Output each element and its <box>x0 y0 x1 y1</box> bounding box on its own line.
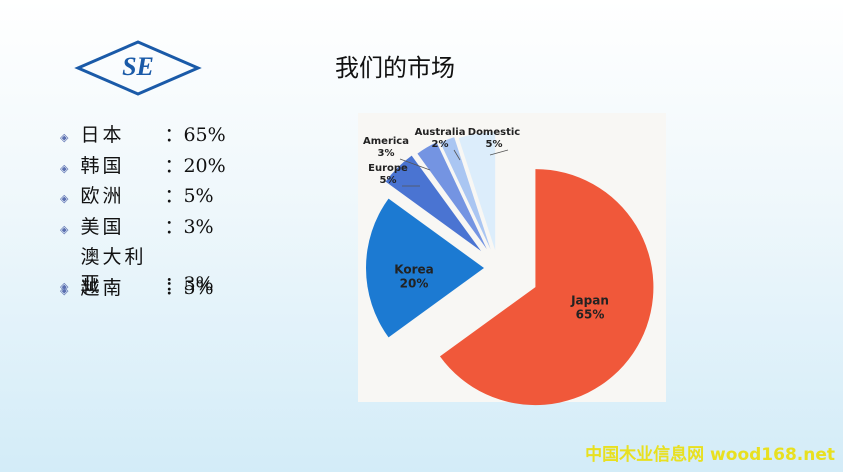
leader-line <box>399 158 431 171</box>
bullet: ◈ 澳大利亚 ：3% <box>60 242 214 296</box>
bullet-name: 澳大利亚 <box>80 246 147 295</box>
bullet-name: 美国 <box>80 215 125 238</box>
slice-value-label: 20% <box>400 277 429 291</box>
pie-slice <box>439 169 654 406</box>
pie-slice <box>366 198 484 338</box>
bullet-name: 韩国 <box>80 154 125 177</box>
slice-label: Europe <box>368 163 408 174</box>
bullet: ◈ 越南 ：5% <box>60 273 214 300</box>
bullet-name: 日本 <box>80 124 125 146</box>
slice-value-label: 5% <box>486 139 503 150</box>
pie-slice <box>385 155 482 252</box>
bullet: ◈ 韩国 ：20% <box>60 151 226 178</box>
slice-value-label: 2% <box>432 139 449 150</box>
pie-chart: Japan65%Korea20%Europe5%America3%Austral… <box>363 127 654 406</box>
slice-label: Japan <box>570 293 609 307</box>
bullet-value: ：20% <box>164 154 226 177</box>
slice-value-label: 3% <box>378 148 395 159</box>
bullet-value: ：3% <box>164 215 214 238</box>
pie-slice <box>440 137 491 250</box>
slide-title: 我们的市场 <box>335 54 455 82</box>
pie-slice <box>417 142 487 250</box>
watermark: 中国木业信息网 wood168.net <box>585 444 835 465</box>
bullet-value: ：3% <box>164 273 214 295</box>
bullet: ◈ 日本 ：65% <box>60 120 226 147</box>
bullet-name: 越南 <box>80 276 125 299</box>
leader-line <box>453 149 461 161</box>
bullet-marker: ◈ <box>60 192 69 205</box>
logo-diamond <box>74 40 202 96</box>
bullet-marker: ◈ <box>60 131 69 144</box>
slice-label: America <box>363 136 409 147</box>
pie-slice <box>458 132 496 251</box>
bullet-marker: ◈ <box>60 280 69 293</box>
bullet-name: 欧洲 <box>80 185 125 207</box>
logo: SE <box>122 52 154 81</box>
leader-line <box>489 149 509 156</box>
bullet: ◈ 美国 ：3% <box>60 212 214 239</box>
slice-value-label: 5% <box>380 175 397 186</box>
bullet-value: ：5% <box>164 276 214 299</box>
slice-label: Australia <box>415 127 466 138</box>
slice-label: Korea <box>394 262 434 276</box>
slice-label: Domestic <box>468 127 521 138</box>
slice-value-label: 65% <box>576 308 605 322</box>
bullet-value: ：5% <box>164 185 214 207</box>
bullet-marker: ◈ <box>60 161 69 175</box>
bullet-marker: ◈ <box>60 283 69 297</box>
bullet-marker: ◈ <box>60 222 69 236</box>
bullet: ◈ 欧洲 ：5% <box>60 181 214 208</box>
bullet-value: ：65% <box>164 124 226 146</box>
